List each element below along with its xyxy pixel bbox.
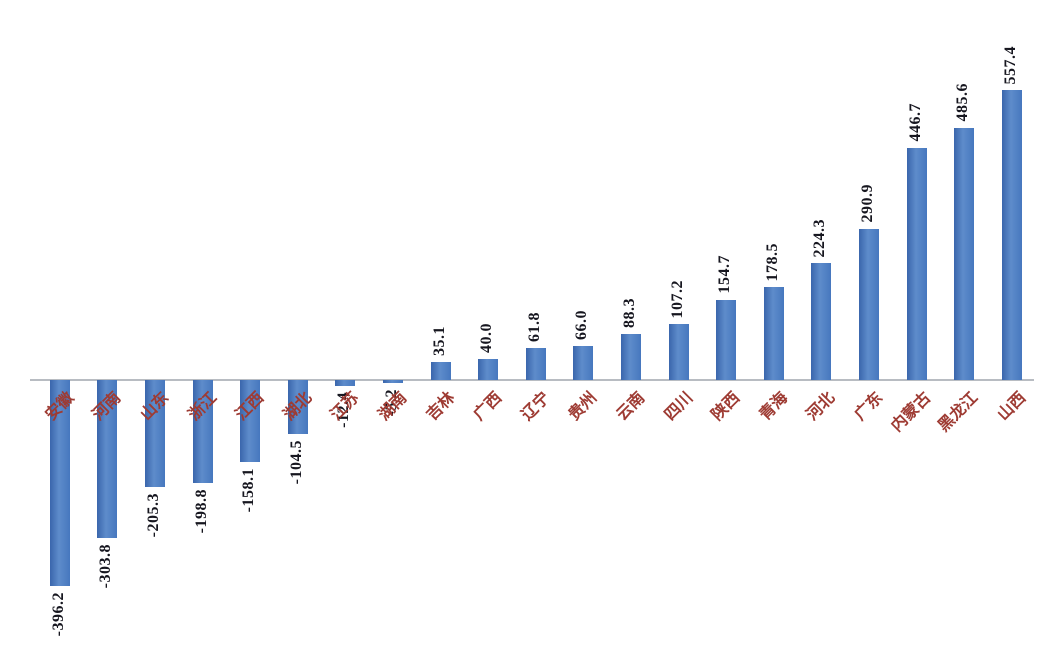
bar: [621, 334, 641, 380]
bar: [287, 380, 308, 435]
bar-value-label: 446.7: [906, 103, 924, 142]
bar: [906, 147, 927, 380]
bar-value-label: -396.2: [49, 592, 67, 637]
bar: [49, 380, 70, 587]
bar-value-label: -158.1: [240, 468, 258, 513]
bar: [192, 380, 213, 484]
bar: [1001, 90, 1022, 380]
bar: [573, 345, 594, 380]
bar-value-label: 178.5: [763, 242, 781, 282]
bar: [430, 361, 451, 380]
bar: [335, 380, 356, 387]
bar-value-label: 290.9: [859, 184, 876, 223]
bar: [954, 127, 975, 380]
bar: [668, 324, 689, 380]
bar-value-label: 107.2: [668, 279, 686, 319]
bar-value-label: 557.4: [1001, 45, 1019, 85]
bar: [859, 228, 879, 380]
bar: [383, 380, 403, 383]
bar-value-label: -205.3: [145, 492, 162, 538]
bar-value-label: 66.0: [573, 309, 591, 340]
bar: [478, 359, 499, 380]
bar: [240, 380, 261, 463]
bar-value-label: 485.6: [954, 83, 972, 122]
bar: [525, 347, 546, 380]
bar-value-label: 154.7: [716, 255, 734, 294]
bar-value-label: 40.0: [478, 323, 496, 354]
bar-value-label: 35.1: [430, 325, 448, 356]
bar: [716, 299, 737, 380]
bar: [763, 287, 784, 380]
zero-axis-line: [30, 379, 1034, 381]
bar: [145, 380, 165, 487]
bar-value-label: 61.8: [525, 311, 543, 342]
bar: [811, 263, 832, 380]
bar-value-label: -198.8: [192, 489, 210, 534]
bar: [97, 380, 118, 538]
bar-value-label: -303.8: [97, 543, 115, 589]
bar-value-label: 88.3: [621, 298, 638, 329]
bar-value-label: 224.3: [811, 218, 829, 258]
